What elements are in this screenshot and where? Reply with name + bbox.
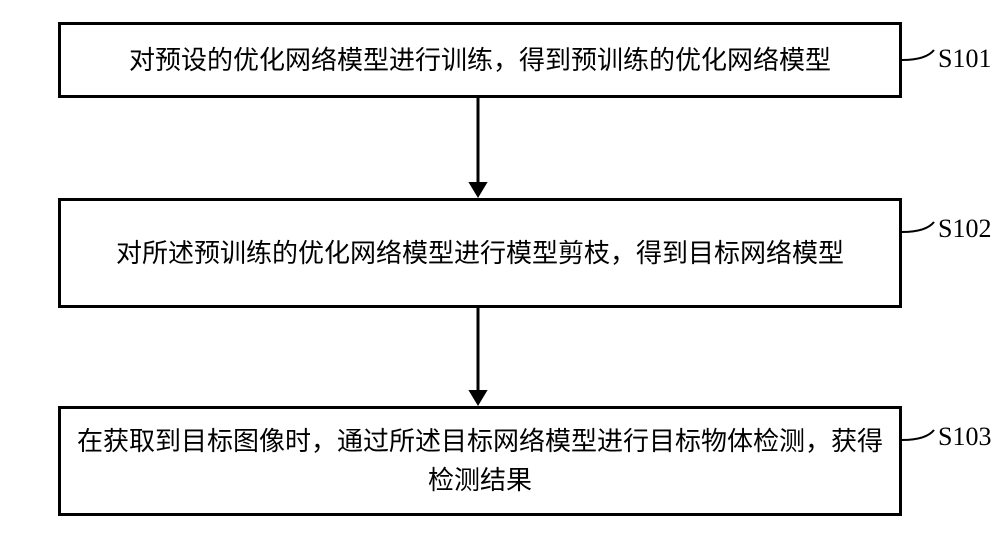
arrow-s102-s103 <box>0 0 1000 543</box>
flowchart-canvas: 对预设的优化网络模型进行训练，得到预训练的优化网络模型S101对所述预训练的优化… <box>0 0 1000 543</box>
